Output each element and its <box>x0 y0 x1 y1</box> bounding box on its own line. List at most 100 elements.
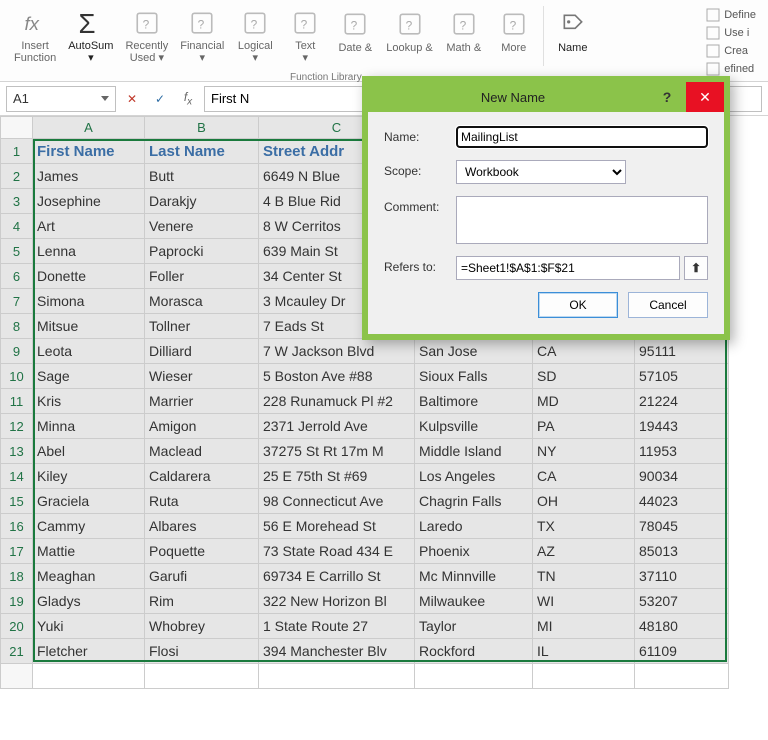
help-button[interactable]: ? <box>648 82 686 112</box>
defined-names-item[interactable]: Crea <box>706 42 756 60</box>
defined-names-item[interactable]: Use i <box>706 24 756 42</box>
data-cell[interactable]: MI <box>533 614 635 639</box>
data-cell[interactable]: 2371 Jerrold Ave <box>259 414 415 439</box>
data-cell[interactable]: 85013 <box>635 539 729 564</box>
data-cell[interactable]: Chagrin Falls <box>415 489 533 514</box>
data-cell[interactable]: Lenna <box>33 239 145 264</box>
data-cell[interactable]: 228 Runamuck Pl #2 <box>259 389 415 414</box>
text-button[interactable]: ?Text▾ <box>280 4 330 68</box>
data-cell[interactable]: 73 State Road 434 E <box>259 539 415 564</box>
empty-cell[interactable] <box>145 664 259 689</box>
data-cell[interactable]: Rim <box>145 589 259 614</box>
refers-to-input[interactable] <box>456 256 680 280</box>
date-time-button[interactable]: ?Date & <box>330 4 380 68</box>
data-cell[interactable]: Maclead <box>145 439 259 464</box>
data-cell[interactable]: 21224 <box>635 389 729 414</box>
name-manager-button[interactable]: Name <box>548 4 598 68</box>
data-cell[interactable]: Abel <box>33 439 145 464</box>
data-cell[interactable]: 98 Connecticut Ave <box>259 489 415 514</box>
data-cell[interactable]: 37275 St Rt 17m M <box>259 439 415 464</box>
row-header[interactable]: 5 <box>1 239 33 264</box>
row-header[interactable]: 10 <box>1 364 33 389</box>
data-cell[interactable]: Mattie <box>33 539 145 564</box>
empty-cell[interactable] <box>259 664 415 689</box>
data-cell[interactable]: NY <box>533 439 635 464</box>
empty-cell[interactable] <box>33 664 145 689</box>
row-header[interactable]: 20 <box>1 614 33 639</box>
row-header[interactable]: 7 <box>1 289 33 314</box>
data-cell[interactable]: Leota <box>33 339 145 364</box>
row-header[interactable]: 1 <box>1 139 33 164</box>
data-cell[interactable]: Mc Minnville <box>415 564 533 589</box>
data-cell[interactable]: Wieser <box>145 364 259 389</box>
data-cell[interactable]: Foller <box>145 264 259 289</box>
row-header[interactable]: 12 <box>1 414 33 439</box>
data-cell[interactable]: WI <box>533 589 635 614</box>
data-cell[interactable]: 394 Manchester Blv <box>259 639 415 664</box>
row-header[interactable]: 19 <box>1 589 33 614</box>
comment-textarea[interactable] <box>456 196 708 244</box>
data-cell[interactable]: IL <box>533 639 635 664</box>
data-cell[interactable]: Garufi <box>145 564 259 589</box>
row-header[interactable]: 11 <box>1 389 33 414</box>
data-cell[interactable]: 11953 <box>635 439 729 464</box>
defined-names-item[interactable]: Define <box>706 6 756 24</box>
select-all-corner[interactable] <box>1 117 33 139</box>
data-cell[interactable]: Meaghan <box>33 564 145 589</box>
data-cell[interactable]: 1 State Route 27 <box>259 614 415 639</box>
data-cell[interactable]: MD <box>533 389 635 414</box>
data-cell[interactable]: Sioux Falls <box>415 364 533 389</box>
data-cell[interactable]: Minna <box>33 414 145 439</box>
row-header[interactable]: 16 <box>1 514 33 539</box>
row-header[interactable]: 3 <box>1 189 33 214</box>
row-header[interactable]: 6 <box>1 264 33 289</box>
accept-formula-icon[interactable]: ✓ <box>148 87 172 111</box>
row-header[interactable]: 13 <box>1 439 33 464</box>
data-cell[interactable]: 48180 <box>635 614 729 639</box>
data-cell[interactable]: Darakjy <box>145 189 259 214</box>
data-cell[interactable]: Art <box>33 214 145 239</box>
data-cell[interactable]: 69734 E Carrillo St <box>259 564 415 589</box>
scope-select[interactable]: Workbook <box>456 160 626 184</box>
data-cell[interactable]: Gladys <box>33 589 145 614</box>
data-cell[interactable]: AZ <box>533 539 635 564</box>
data-cell[interactable]: Yuki <box>33 614 145 639</box>
data-cell[interactable]: Cammy <box>33 514 145 539</box>
data-cell[interactable]: 37110 <box>635 564 729 589</box>
dialog-titlebar[interactable]: New Name ? ✕ <box>368 82 724 112</box>
data-cell[interactable]: Paprocki <box>145 239 259 264</box>
column-header[interactable]: B <box>145 117 259 139</box>
data-cell[interactable]: Tollner <box>145 314 259 339</box>
close-button[interactable]: ✕ <box>686 82 724 112</box>
data-cell[interactable]: 322 New Horizon Bl <box>259 589 415 614</box>
data-cell[interactable]: Laredo <box>415 514 533 539</box>
column-header[interactable]: A <box>33 117 145 139</box>
collapse-dialog-icon[interactable]: ⬆ <box>684 256 708 280</box>
data-cell[interactable]: Taylor <box>415 614 533 639</box>
data-cell[interactable]: San Jose <box>415 339 533 364</box>
data-cell[interactable]: 5 Boston Ave #88 <box>259 364 415 389</box>
math-trig-button[interactable]: ?Math & <box>439 4 489 68</box>
data-cell[interactable]: Caldarera <box>145 464 259 489</box>
data-cell[interactable]: 95111 <box>635 339 729 364</box>
data-cell[interactable]: Albares <box>145 514 259 539</box>
data-cell[interactable]: 57105 <box>635 364 729 389</box>
data-cell[interactable]: Rockford <box>415 639 533 664</box>
data-cell[interactable]: James <box>33 164 145 189</box>
data-cell[interactable]: Middle Island <box>415 439 533 464</box>
data-cell[interactable]: 7 W Jackson Blvd <box>259 339 415 364</box>
data-cell[interactable]: PA <box>533 414 635 439</box>
data-cell[interactable]: Los Angeles <box>415 464 533 489</box>
data-cell[interactable]: 90034 <box>635 464 729 489</box>
data-cell[interactable]: Donette <box>33 264 145 289</box>
logical-button[interactable]: ?Logical▾ <box>230 4 280 68</box>
empty-cell[interactable] <box>415 664 533 689</box>
data-cell[interactable]: Milwaukee <box>415 589 533 614</box>
cancel-formula-icon[interactable]: ✕ <box>120 87 144 111</box>
data-cell[interactable]: CA <box>533 464 635 489</box>
data-cell[interactable]: Fletcher <box>33 639 145 664</box>
row-header[interactable]: 17 <box>1 539 33 564</box>
row-header[interactable]: 2 <box>1 164 33 189</box>
data-cell[interactable]: Flosi <box>145 639 259 664</box>
data-cell[interactable]: Amigon <box>145 414 259 439</box>
